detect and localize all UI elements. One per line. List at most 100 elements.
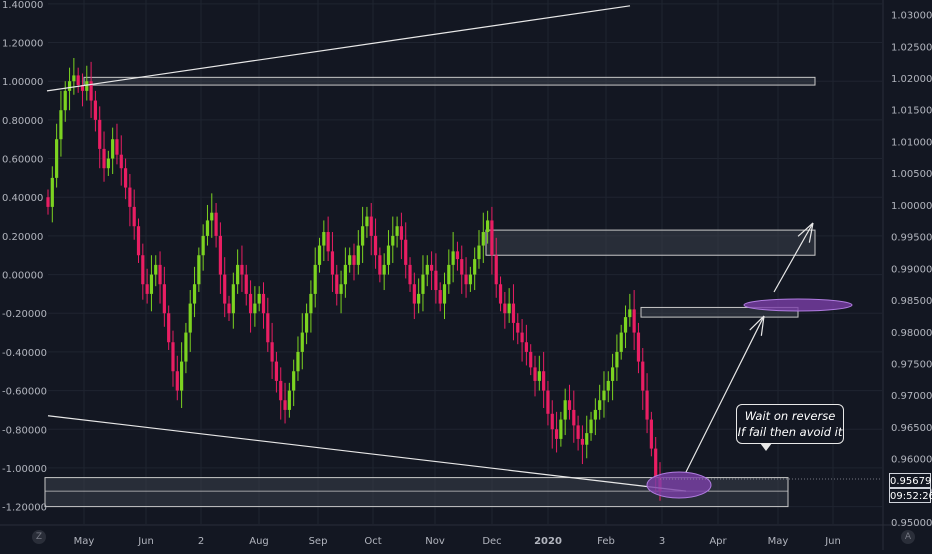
candle-body-60	[304, 313, 309, 333]
right-axis-tick-9: 0.98500	[891, 296, 932, 307]
left-axis-tick-1: 1.20000	[2, 39, 43, 50]
right-axis-tick-6: 1.00000	[891, 201, 932, 212]
candle-body-48	[253, 303, 257, 314]
candle-body-20	[132, 206, 136, 227]
candle-body-73	[361, 226, 365, 246]
right-axis-tick-8: 0.99000	[891, 264, 932, 275]
x-axis-tick-6: Nov	[425, 536, 445, 547]
x-axis-tick-10: 3	[659, 536, 665, 547]
left-axis-tick-2: 1.00000	[2, 77, 43, 88]
candle-body-132	[615, 351, 619, 368]
left-axis-tick-7: 0.00000	[2, 271, 43, 282]
candle-body-8	[80, 85, 85, 91]
candle-body-79	[386, 245, 391, 265]
candle-body-49	[257, 293, 261, 304]
candle-body-43	[231, 284, 235, 314]
candle-body-115	[542, 371, 546, 391]
candle-body-125	[585, 433, 589, 445]
left-scale-badge[interactable]: Z	[32, 530, 46, 544]
candle-body-133	[619, 332, 623, 352]
candle-body-80	[391, 235, 395, 246]
candle-body-86	[417, 293, 421, 304]
right-scale-badge[interactable]: A	[901, 530, 915, 544]
candle-body-77	[378, 255, 382, 275]
right-axis-tick-0: 1.03000	[891, 11, 932, 22]
candle-body-68	[339, 284, 343, 294]
candle-body-22	[141, 255, 145, 285]
candle-body-101	[481, 232, 485, 246]
candle-body-0	[46, 197, 50, 207]
candle-body-23	[145, 284, 149, 294]
candle-body-57	[292, 371, 296, 391]
candle-body-44	[236, 264, 240, 285]
candle-body-67	[335, 274, 339, 294]
candle-body-124	[580, 438, 585, 445]
right-axis-tick-16: 0.95000	[891, 518, 932, 529]
candle-body-40	[218, 235, 222, 275]
candle-body-61	[309, 293, 313, 314]
candle-body-123	[576, 425, 580, 439]
arrow-to-resistance-head-b	[797, 222, 814, 237]
candle-body-36	[201, 235, 205, 256]
candle-body-95	[455, 251, 460, 260]
candle-body-51	[266, 313, 270, 343]
candle-body-96	[460, 259, 464, 275]
candle-body-38	[210, 212, 214, 221]
candle-body-110	[520, 332, 524, 343]
candle-body-35	[197, 255, 201, 285]
candle-body-126	[589, 419, 593, 434]
candle-body-47	[248, 293, 253, 314]
candle-body-83	[404, 239, 408, 265]
candle-body-88	[425, 264, 429, 275]
right-axis-tick-5: 1.00500	[891, 169, 932, 180]
candle-body-16	[115, 139, 119, 155]
left-axis-tick-13: -1.20000	[2, 503, 47, 514]
left-axis-tick-0: 1.40000	[2, 0, 43, 11]
right-axis-tick-13: 0.96500	[891, 423, 932, 434]
right-axis-tick-14: 0.96000	[891, 455, 932, 466]
candle-body-130	[606, 380, 610, 391]
x-axis-tick-12: May	[768, 536, 789, 547]
candle-body-97	[464, 274, 468, 285]
candle-body-69	[343, 264, 347, 285]
x-axis-tick-5: Oct	[364, 536, 381, 547]
candle-body-135	[628, 309, 632, 318]
candle-body-55	[283, 400, 287, 410]
candle-body-42	[227, 303, 231, 314]
candle-body-98	[468, 274, 472, 285]
target-zone-box	[640, 306, 799, 318]
x-axis-tick-4: Sep	[309, 536, 328, 547]
candle-body-127	[593, 409, 597, 420]
annotation-callout[interactable]: Wait on reverse If fail then avoid it	[736, 404, 844, 444]
resistance-zone-box	[485, 229, 816, 256]
candle-body-74	[365, 216, 369, 227]
left-axis-tick-11: -0.80000	[2, 425, 47, 436]
candle-body-9	[85, 81, 89, 91]
candle-body-11	[93, 100, 98, 120]
candle-body-27	[162, 284, 166, 314]
candle-body-59	[300, 332, 304, 352]
candle-body-58	[296, 351, 300, 372]
candle-body-118	[554, 429, 559, 439]
x-axis-tick-2: 2	[198, 536, 204, 547]
candle-body-116	[546, 390, 550, 414]
candle-body-76	[373, 235, 378, 256]
left-axis-tick-9: -0.40000	[2, 348, 47, 359]
candle-body-78	[382, 264, 386, 275]
candle-body-41	[223, 274, 227, 304]
candle-body-128	[598, 400, 602, 410]
candle-body-111	[524, 342, 528, 352]
candle-body-114	[537, 371, 541, 381]
candle-body-54	[279, 380, 283, 401]
candle-body-65	[326, 232, 330, 252]
candle-body-52	[270, 342, 274, 362]
candle-body-141	[654, 448, 658, 478]
x-axis-tick-0: May	[74, 536, 95, 547]
candle-body-85	[412, 284, 416, 304]
candle-body-33	[188, 303, 192, 333]
left-axis-tick-4: 0.60000	[2, 155, 43, 166]
candle-body-26	[158, 264, 162, 285]
right-axis-tick-12: 0.97000	[891, 391, 932, 402]
